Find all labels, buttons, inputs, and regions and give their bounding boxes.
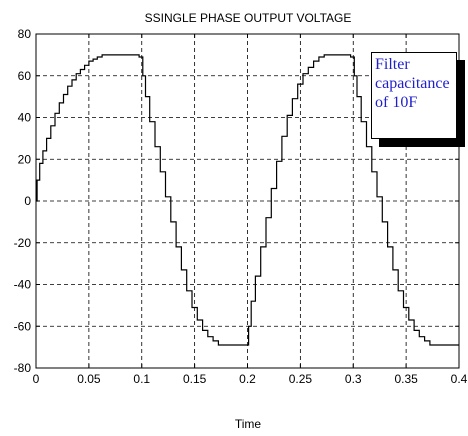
y-tick-label: 0 xyxy=(24,194,31,208)
x-tick-label: 0.35 xyxy=(394,372,418,386)
annotation-card: Filter capacitance of 10F xyxy=(371,52,457,139)
x-axis-tick-labels: 0 0.05 0.1 0.15 0.2 0.25 0.3 0.35 0.4 xyxy=(33,372,468,386)
y-tick-label: -60 xyxy=(14,319,32,333)
x-tick-label: 0 xyxy=(33,372,40,386)
annotation-box: Filter capacitance of 10F xyxy=(371,52,465,147)
y-tick-label: -20 xyxy=(14,236,32,250)
y-axis-tick-labels: 80 60 40 20 0 -20 -40 -60 -80 xyxy=(14,27,32,375)
x-tick-label: 0.2 xyxy=(239,372,256,386)
x-tick-label: 0.4 xyxy=(451,372,468,386)
x-tick-label: 0.15 xyxy=(183,372,207,386)
x-tick-label: 0.25 xyxy=(289,372,313,386)
x-axis-label: Time xyxy=(235,417,262,431)
y-tick-label: -40 xyxy=(14,278,32,292)
annotation-text: Filter capacitance of 10F xyxy=(375,56,450,111)
y-tick-label: -80 xyxy=(14,361,32,375)
y-tick-label: 80 xyxy=(18,27,32,41)
x-tick-label: 0.1 xyxy=(133,372,150,386)
x-tick-label: 0.05 xyxy=(77,372,101,386)
y-tick-label: 40 xyxy=(18,111,32,125)
output-voltage-line xyxy=(36,54,459,346)
x-tick-label: 0.3 xyxy=(345,372,362,386)
y-tick-label: 60 xyxy=(18,69,32,83)
y-tick-label: 20 xyxy=(18,152,32,166)
chart-title: SSINGLE PHASE OUTPUT VOLTAGE xyxy=(145,11,352,25)
